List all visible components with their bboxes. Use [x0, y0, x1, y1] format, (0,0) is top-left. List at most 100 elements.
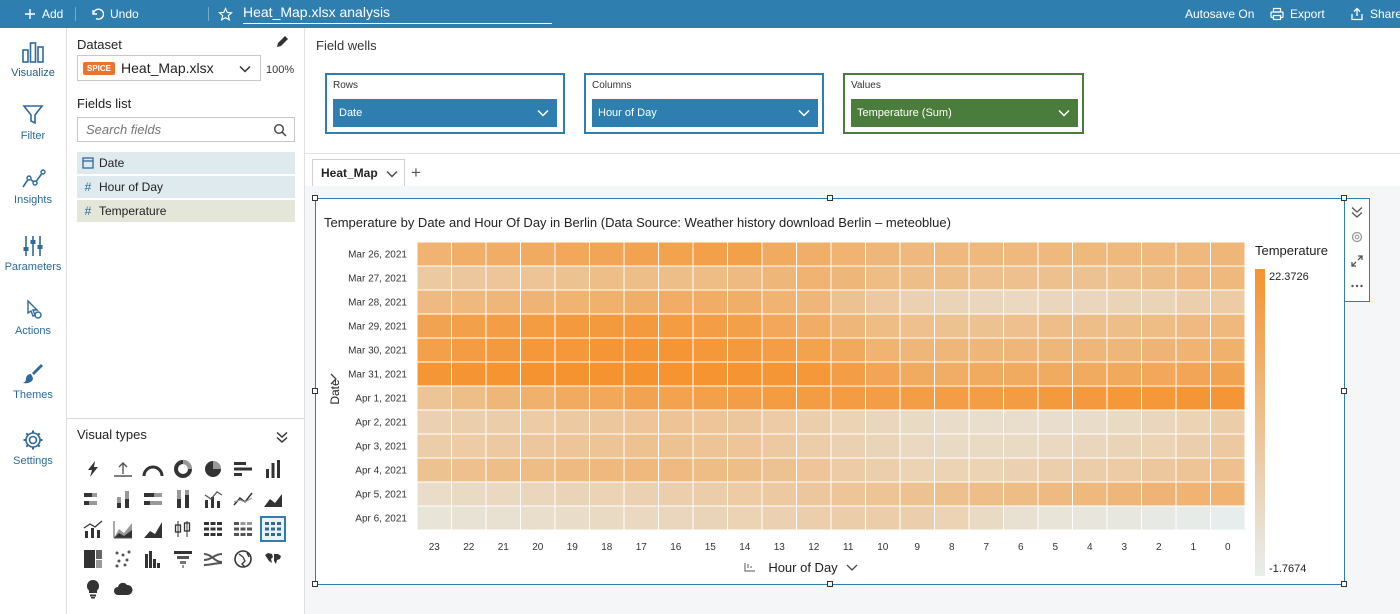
resize-handle[interactable]	[312, 388, 318, 394]
autosave-toggle[interactable]: Autosave On	[1185, 0, 1254, 28]
pivot-table-visual-icon[interactable]	[230, 516, 256, 542]
heat-map-cell[interactable]	[485, 481, 521, 507]
heat-map-cell[interactable]	[623, 409, 659, 435]
heat-map-cell[interactable]	[727, 433, 763, 459]
heat-map-cell[interactable]	[554, 241, 590, 267]
heat-map-cell[interactable]	[416, 313, 452, 339]
heat-map-cell[interactable]	[1210, 457, 1246, 483]
heat-map-cell[interactable]	[761, 433, 797, 459]
heat-map-cell[interactable]	[692, 265, 728, 291]
pie-chart-visual-icon[interactable]	[200, 456, 226, 482]
heat-map-cell[interactable]	[1072, 481, 1108, 507]
heat-map-cell[interactable]	[899, 505, 935, 531]
box-plot-visual-icon[interactable]	[170, 516, 196, 542]
field-temperature[interactable]: # Temperature	[77, 200, 295, 222]
heat-map-cell[interactable]	[934, 385, 970, 411]
heat-map-cell[interactable]	[1175, 505, 1211, 531]
heat-map-cell[interactable]	[968, 313, 1004, 339]
heat-map-cell[interactable]	[416, 505, 452, 531]
heat-map-cell[interactable]	[485, 505, 521, 531]
heat-map-cell[interactable]	[1003, 361, 1039, 387]
more-options-icon[interactable]	[1350, 279, 1364, 293]
line-chart-visual-icon[interactable]	[230, 486, 256, 512]
funnel-visual-icon[interactable]	[170, 546, 196, 572]
heat-map-cell[interactable]	[830, 433, 866, 459]
heat-map-cell[interactable]	[1210, 337, 1246, 363]
heat-map-cell[interactable]	[589, 409, 625, 435]
heat-map-cell[interactable]	[796, 409, 832, 435]
heat-map-cell[interactable]	[1037, 385, 1073, 411]
heat-map-cell[interactable]	[830, 361, 866, 387]
heat-map-cell[interactable]	[658, 433, 694, 459]
share-button[interactable]: Share	[1350, 0, 1400, 28]
field-hour-of-day[interactable]: # Hour of Day	[77, 176, 295, 198]
heat-map-cell[interactable]	[968, 289, 1004, 315]
heat-map-cell[interactable]	[485, 385, 521, 411]
heat-map-cell[interactable]	[727, 337, 763, 363]
heat-map-cell[interactable]	[1037, 289, 1073, 315]
heat-map-cell[interactable]	[589, 361, 625, 387]
heat-map-cell[interactable]	[658, 241, 694, 267]
heat-map-cell[interactable]	[554, 409, 590, 435]
heat-map-cell[interactable]	[623, 361, 659, 387]
search-icon[interactable]	[273, 123, 287, 137]
heat-map-cell[interactable]	[1106, 409, 1142, 435]
heat-map-cell[interactable]	[899, 313, 935, 339]
heat-map-cell[interactable]	[485, 409, 521, 435]
heat-map-cell[interactable]	[451, 241, 487, 267]
heat-map-cell[interactable]	[968, 385, 1004, 411]
heat-map-cell[interactable]	[830, 289, 866, 315]
percent-column-visual-icon[interactable]	[170, 486, 196, 512]
heat-map-cell[interactable]	[520, 265, 556, 291]
heat-map-cell[interactable]	[1072, 409, 1108, 435]
heat-map-cell[interactable]	[761, 289, 797, 315]
heat-map-cell[interactable]	[1141, 409, 1177, 435]
heat-map-cell[interactable]	[1175, 313, 1211, 339]
heat-map-cell[interactable]	[934, 481, 970, 507]
heat-map-cell[interactable]	[554, 337, 590, 363]
heat-map-cell[interactable]	[761, 457, 797, 483]
heat-map-cell[interactable]	[934, 337, 970, 363]
heat-map-cell[interactable]	[658, 337, 694, 363]
filled-map-visual-icon[interactable]	[230, 546, 256, 572]
heat-map-cell[interactable]	[589, 481, 625, 507]
heat-map-cell[interactable]	[899, 289, 935, 315]
heat-map-cell[interactable]	[485, 241, 521, 267]
heat-map-cell[interactable]	[1003, 481, 1039, 507]
heat-map-cell[interactable]	[1072, 433, 1108, 459]
heat-map-cell[interactable]	[968, 337, 1004, 363]
heat-map-cell[interactable]	[520, 433, 556, 459]
percent-bar-visual-icon[interactable]	[140, 486, 166, 512]
heat-map-cell[interactable]	[934, 289, 970, 315]
heat-map-cell[interactable]	[623, 337, 659, 363]
add-button[interactable]: Add	[24, 0, 63, 28]
vertical-bar-visual-icon[interactable]	[260, 456, 286, 482]
heat-map-cell[interactable]	[796, 241, 832, 267]
heat-map-cell[interactable]	[589, 313, 625, 339]
heat-map-cell[interactable]	[658, 457, 694, 483]
analysis-title-input[interactable]: Heat_Map.xlsx analysis	[243, 3, 552, 24]
heat-map-cell[interactable]	[658, 481, 694, 507]
heat-map-cell[interactable]	[554, 361, 590, 387]
heat-map-cell[interactable]	[830, 337, 866, 363]
heat-map-cell[interactable]	[1106, 481, 1142, 507]
heat-map-cell[interactable]	[589, 241, 625, 267]
nav-actions[interactable]: Actions	[0, 298, 66, 337]
heat-map-cell[interactable]	[1175, 481, 1211, 507]
heat-map-cell[interactable]	[1003, 505, 1039, 531]
columns-field-pill[interactable]: Hour of Day	[592, 99, 818, 127]
heat-map-cell[interactable]	[934, 265, 970, 291]
heat-map-cell[interactable]	[1037, 409, 1073, 435]
heat-map-cell[interactable]	[761, 361, 797, 387]
heat-map-cell[interactable]	[761, 313, 797, 339]
heat-map-cell[interactable]	[1210, 433, 1246, 459]
heat-map-cell[interactable]	[968, 409, 1004, 435]
resize-handle[interactable]	[312, 581, 318, 587]
heat-map-cell[interactable]	[830, 457, 866, 483]
heat-map-cell[interactable]	[1037, 457, 1073, 483]
heat-map-cell[interactable]	[589, 457, 625, 483]
heat-map-cell[interactable]	[1072, 265, 1108, 291]
heat-map-cell[interactable]	[1072, 337, 1108, 363]
heat-map-cell[interactable]	[727, 385, 763, 411]
heat-map-cell[interactable]	[1003, 241, 1039, 267]
